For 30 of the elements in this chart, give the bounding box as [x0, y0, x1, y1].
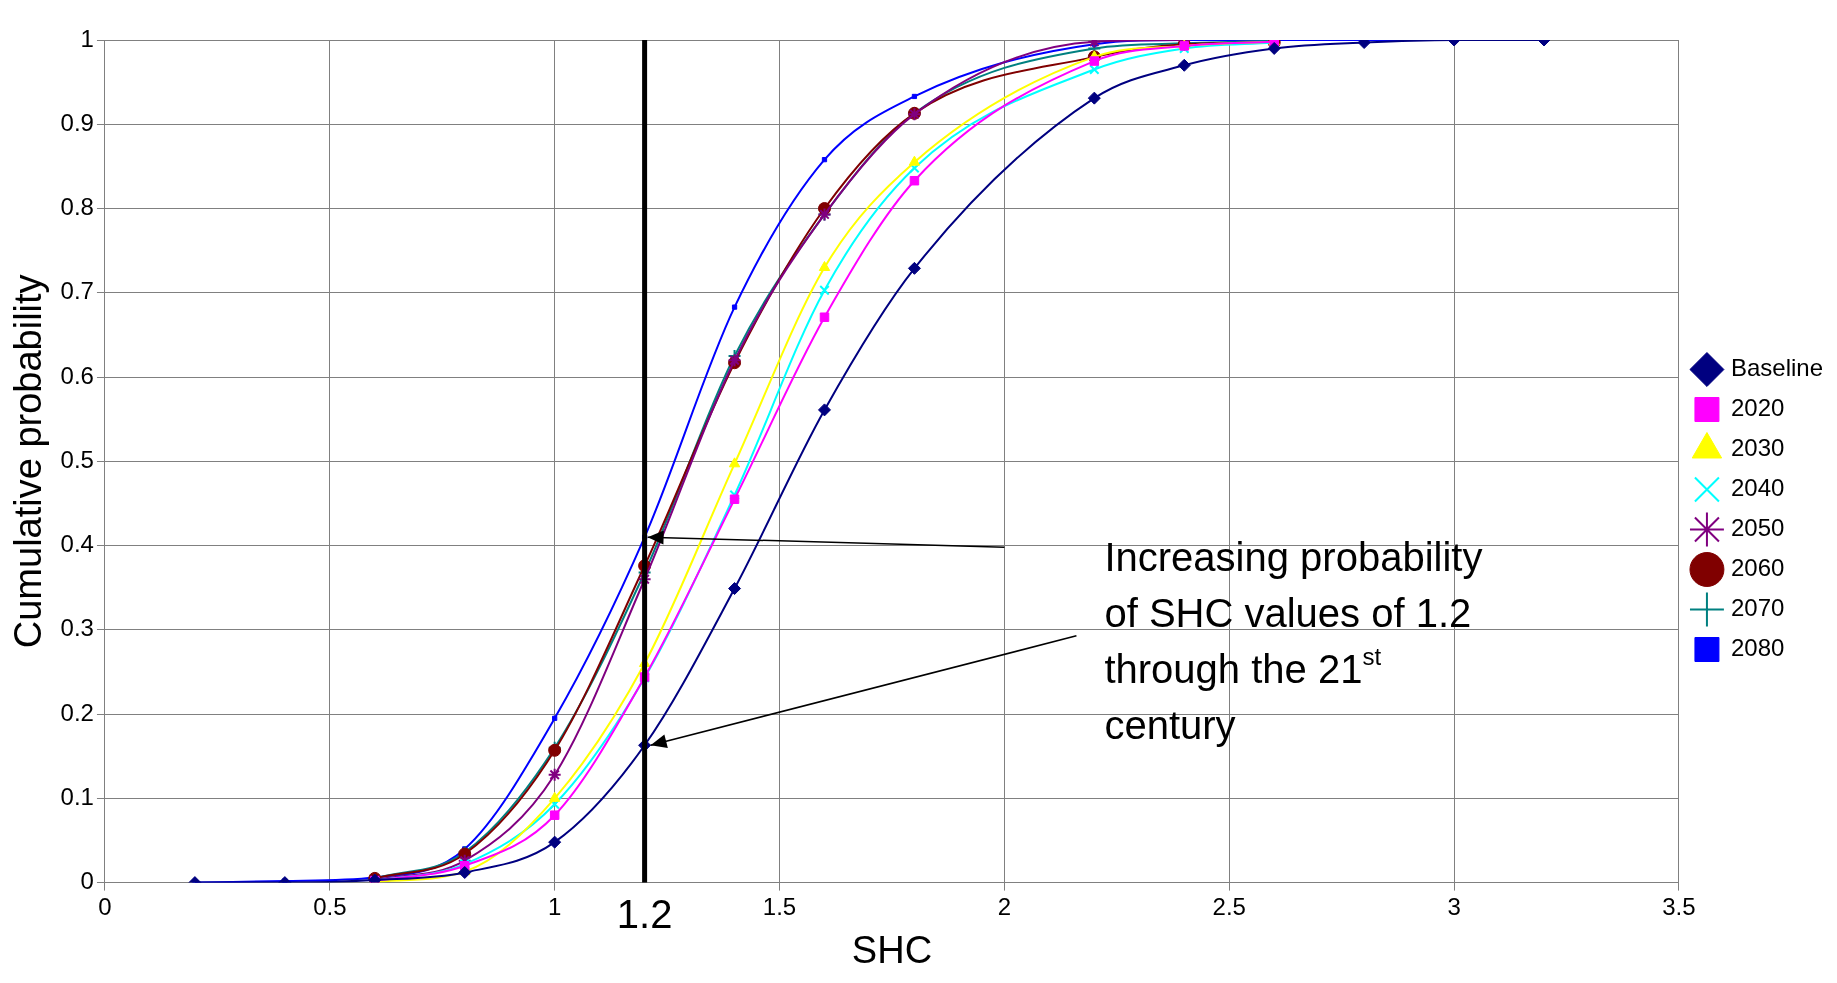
legend-label: 2050 — [1730, 514, 1785, 542]
y-tick-label: 0.3 — [60, 614, 94, 642]
y-tick-label: 0.8 — [60, 193, 94, 221]
x-tick-label: 0 — [98, 892, 112, 920]
y-tick-label: 0.1 — [60, 782, 94, 810]
x-tick-label: 0.5 — [313, 892, 347, 920]
x-tick-label: 2.5 — [1212, 892, 1246, 920]
y-tick-label: 1 — [80, 24, 94, 52]
y-tick-label: 0.5 — [60, 445, 94, 473]
legend-label: Baseline — [1730, 354, 1823, 382]
y-tick-label: 0.6 — [60, 361, 94, 389]
y-tick-label: 0.4 — [60, 530, 94, 558]
x-tick-label: 3 — [1447, 892, 1461, 920]
x-axis-title: SHC — [851, 928, 933, 971]
x-tick-label: 1.5 — [762, 892, 797, 920]
y-tick-label: 0.9 — [60, 108, 94, 136]
legend-label: 2060 — [1730, 554, 1785, 582]
ref-line-label: 1.2 — [616, 891, 673, 936]
x-tick-label: 3.5 — [1662, 892, 1696, 920]
y-tick-label: 0.2 — [60, 698, 94, 726]
legend-label: 2040 — [1730, 474, 1785, 502]
legend-label: 2080 — [1730, 634, 1785, 662]
x-tick-label: 1 — [547, 892, 562, 920]
legend-label: 2020 — [1730, 394, 1785, 422]
y-tick-label: 0 — [80, 867, 94, 895]
x-tick-label: 2 — [997, 892, 1012, 920]
y-axis-title: Cumulative probability — [7, 274, 50, 649]
legend-label: 2070 — [1730, 594, 1785, 622]
y-tick-label: 0.7 — [60, 277, 94, 305]
legend-label: 2030 — [1730, 434, 1785, 462]
